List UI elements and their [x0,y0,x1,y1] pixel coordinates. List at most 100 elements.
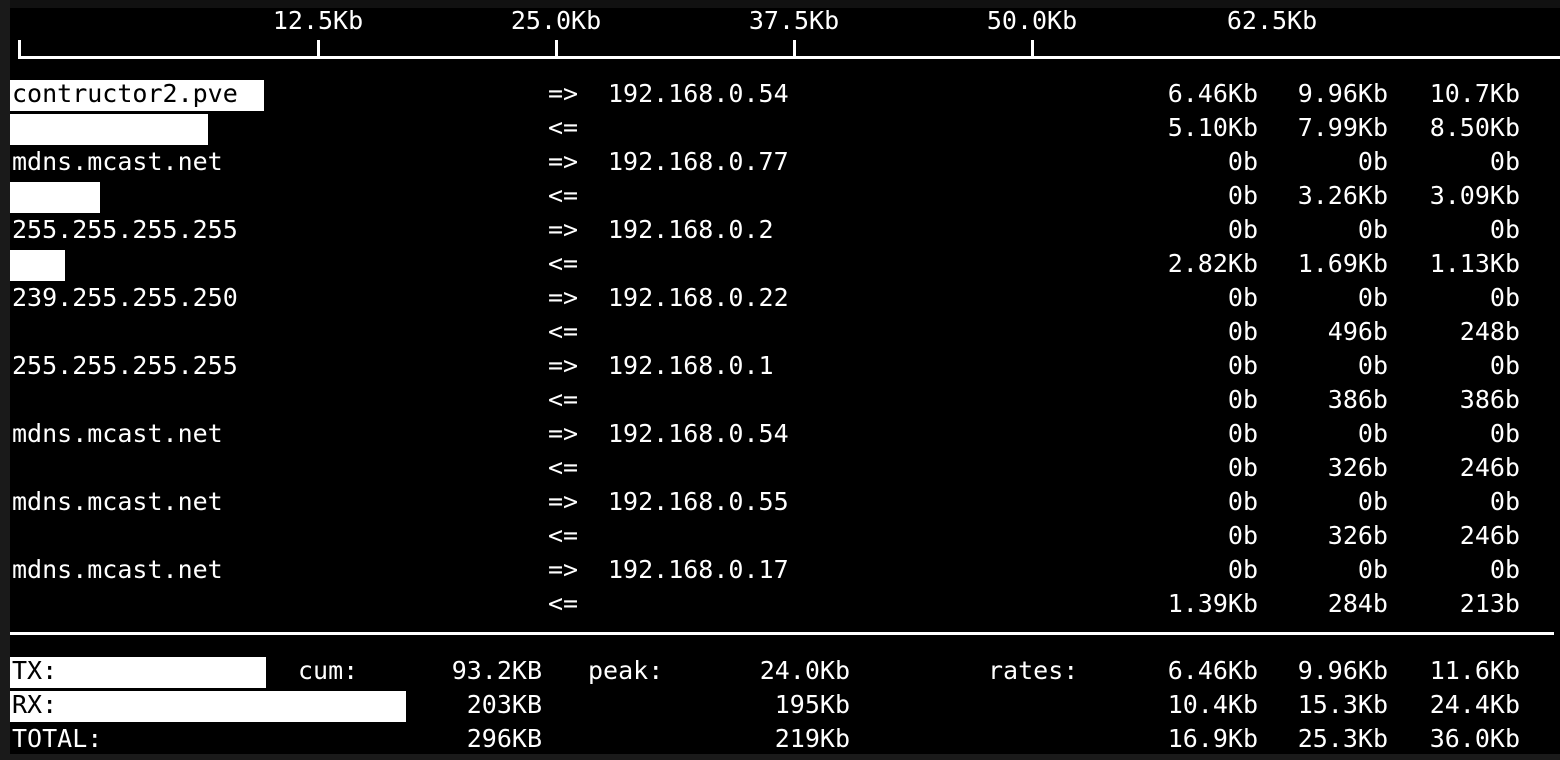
connection-send-line: 255.255.255.255 => 192.168.0.2 0b 0b 0b [10,214,1560,248]
source-host: mdns.mcast.net [12,487,223,516]
connection-receive-line: <= 0b 326b 246b [10,452,1560,486]
summary-rate-2s: 16.9Kb [1167,724,1258,753]
tx-rate-2s: 0b [1227,419,1258,448]
connection-send-line: contructor2.pve => 192.168.0.54 6.46Kb 9.96K… [10,78,1560,112]
ruler-tick-origin [18,40,21,59]
rx-rate-2s: 0b [1227,385,1258,414]
terminal-left-margin [0,0,10,760]
cumulative-value: 296KB [466,724,542,753]
rx-bandwidth-bar [10,250,65,281]
scale-label-5: 62.5Kb [1226,6,1318,35]
rates-label: rates: [988,656,1079,685]
peak-label: peak: [588,656,664,685]
peak-value: 24.0Kb [759,656,850,685]
summary-rate-40s: 11.6Kb [1429,656,1520,685]
rx-rate-40s: 213b [1459,589,1520,618]
receive-arrow-icon: <= [548,249,579,278]
connection-receive-line: <= 0b 386b 386b [10,384,1560,418]
destination-host: 192.168.0.54 [608,419,789,448]
send-arrow-icon: => [548,147,579,176]
scale-label-1: 12.5Kb [272,6,364,35]
connection-row[interactable]: 255.255.255.255 => 192.168.0.1 0b 0b 0b <= 0b 38… [10,350,1560,418]
connection-receive-line: <= 1.39Kb 284b 213b [10,588,1560,622]
summary-rate-40s: 36.0Kb [1429,724,1520,753]
terminal-bottom-margin [0,754,1560,760]
summary-row: RX: 203KB 195Kb 10.4Kb 15.3Kb 24.4Kb [10,689,1560,723]
tx-rate-40s: 0b [1489,147,1520,176]
receive-arrow-icon: <= [548,181,579,210]
send-arrow-icon: => [548,79,579,108]
connection-send-line: mdns.mcast.net => 192.168.0.77 0b 0b 0b [10,146,1560,180]
connection-receive-line: <= 2.82Kb 1.69Kb 1.13Kb [10,248,1560,282]
cumulative-value: 203KB [466,690,542,719]
rx-rate-10s: 496b [1327,317,1388,346]
tx-rate-10s: 0b [1357,351,1388,380]
summary-rate-10s: 25.3Kb [1297,724,1388,753]
destination-host: 192.168.0.77 [608,147,789,176]
connection-row[interactable]: 255.255.255.255 => 192.168.0.2 0b 0b 0b <= 2.82… [10,214,1560,282]
connection-receive-line: <= 0b 3.26Kb 3.09Kb [10,180,1560,214]
connection-row[interactable]: contructor2.pve => 192.168.0.54 6.46Kb 9.96K… [10,78,1560,146]
tx-rate-10s: 0b [1357,283,1388,312]
summary-row-label: TOTAL: [12,724,103,753]
summary-row: TOTAL: 296KB 219Kb 16.9Kb 25.3Kb 36.0Kb [10,723,1560,757]
connection-receive-line: <= 0b 326b 246b [10,520,1560,554]
rx-rate-2s: 0b [1227,317,1258,346]
summary-rate-40s: 24.4Kb [1429,690,1520,719]
rx-rate-40s: 3.09Kb [1429,181,1520,210]
send-arrow-icon: => [548,419,579,448]
tx-rate-40s: 0b [1489,351,1520,380]
tx-rate-10s: 0b [1357,419,1388,448]
cumulative-value: 93.2KB [451,656,542,685]
send-arrow-icon: => [548,351,579,380]
connection-row[interactable]: mdns.mcast.net => 192.168.0.55 0b 0b 0b <= 0b 32… [10,486,1560,554]
bandwidth-scale-ruler: 12.5Kb 25.0Kb 37.5Kb 50.0Kb 62.5Kb [10,4,1560,66]
destination-host: 192.168.0.1 [608,351,774,380]
connection-send-line: 255.255.255.255 => 192.168.0.1 0b 0b 0b [10,350,1560,384]
receive-arrow-icon: <= [548,521,579,550]
tx-rate-2s: 0b [1227,487,1258,516]
rx-rate-10s: 386b [1327,385,1388,414]
connection-list[interactable]: contructor2.pve => 192.168.0.54 6.46Kb 9.96K… [10,78,1560,626]
tx-rate-10s: 0b [1357,555,1388,584]
summary-rate-10s: 15.3Kb [1297,690,1388,719]
summary-divider [10,632,1554,635]
rx-rate-2s: 1.39Kb [1167,589,1258,618]
connection-send-line: 239.255.255.250 => 192.168.0.22 0b 0b 0b [10,282,1560,316]
ruler-tick-2 [555,40,558,59]
summary-row: TX: cum: peak: rates: 93.2KB 24.0Kb 6.46Kb 9.96… [10,655,1560,689]
scale-label-2: 25.0Kb [510,6,602,35]
rx-rate-10s: 326b [1327,453,1388,482]
peak-value: 219Kb [774,724,850,753]
connection-send-line: mdns.mcast.net => 192.168.0.55 0b 0b 0b [10,486,1560,520]
summary-bar [10,657,266,688]
rx-rate-10s: 326b [1327,521,1388,550]
rx-rate-2s: 2.82Kb [1167,249,1258,278]
destination-host: 192.168.0.22 [608,283,789,312]
receive-arrow-icon: <= [548,317,579,346]
connection-row[interactable]: mdns.mcast.net => 192.168.0.77 0b 0b 0b <= 0b 3.… [10,146,1560,214]
connection-row[interactable]: mdns.mcast.net => 192.168.0.54 0b 0b 0b <= 0b 32… [10,418,1560,486]
tx-rate-10s: 0b [1357,147,1388,176]
send-arrow-icon: => [548,555,579,584]
summary-row-label: RX: [12,690,58,719]
rx-rate-40s: 246b [1459,453,1520,482]
connection-receive-line: <= 5.10Kb 7.99Kb 8.50Kb [10,112,1560,146]
rx-bandwidth-bar [10,114,208,145]
send-arrow-icon: => [548,283,579,312]
tx-rate-40s: 0b [1489,215,1520,244]
tx-rate-10s: 0b [1357,487,1388,516]
summary-rate-2s: 6.46Kb [1167,656,1258,685]
summary-bar [10,691,406,722]
connection-row[interactable]: mdns.mcast.net => 192.168.0.17 0b 0b 0b <= 1.39… [10,554,1560,622]
source-host: 255.255.255.255 [12,351,238,380]
source-host: 255.255.255.255 [12,215,238,244]
connection-row[interactable]: 239.255.255.250 => 192.168.0.22 0b 0b 0b <= 0b 4… [10,282,1560,350]
summary-row-label: TX: [12,656,58,685]
rx-rate-10s: 1.69Kb [1297,249,1388,278]
tx-bandwidth-bar [10,80,264,111]
rx-rate-2s: 0b [1227,453,1258,482]
source-host: mdns.mcast.net [12,419,223,448]
receive-arrow-icon: <= [548,453,579,482]
source-host: 239.255.255.250 [12,283,238,312]
